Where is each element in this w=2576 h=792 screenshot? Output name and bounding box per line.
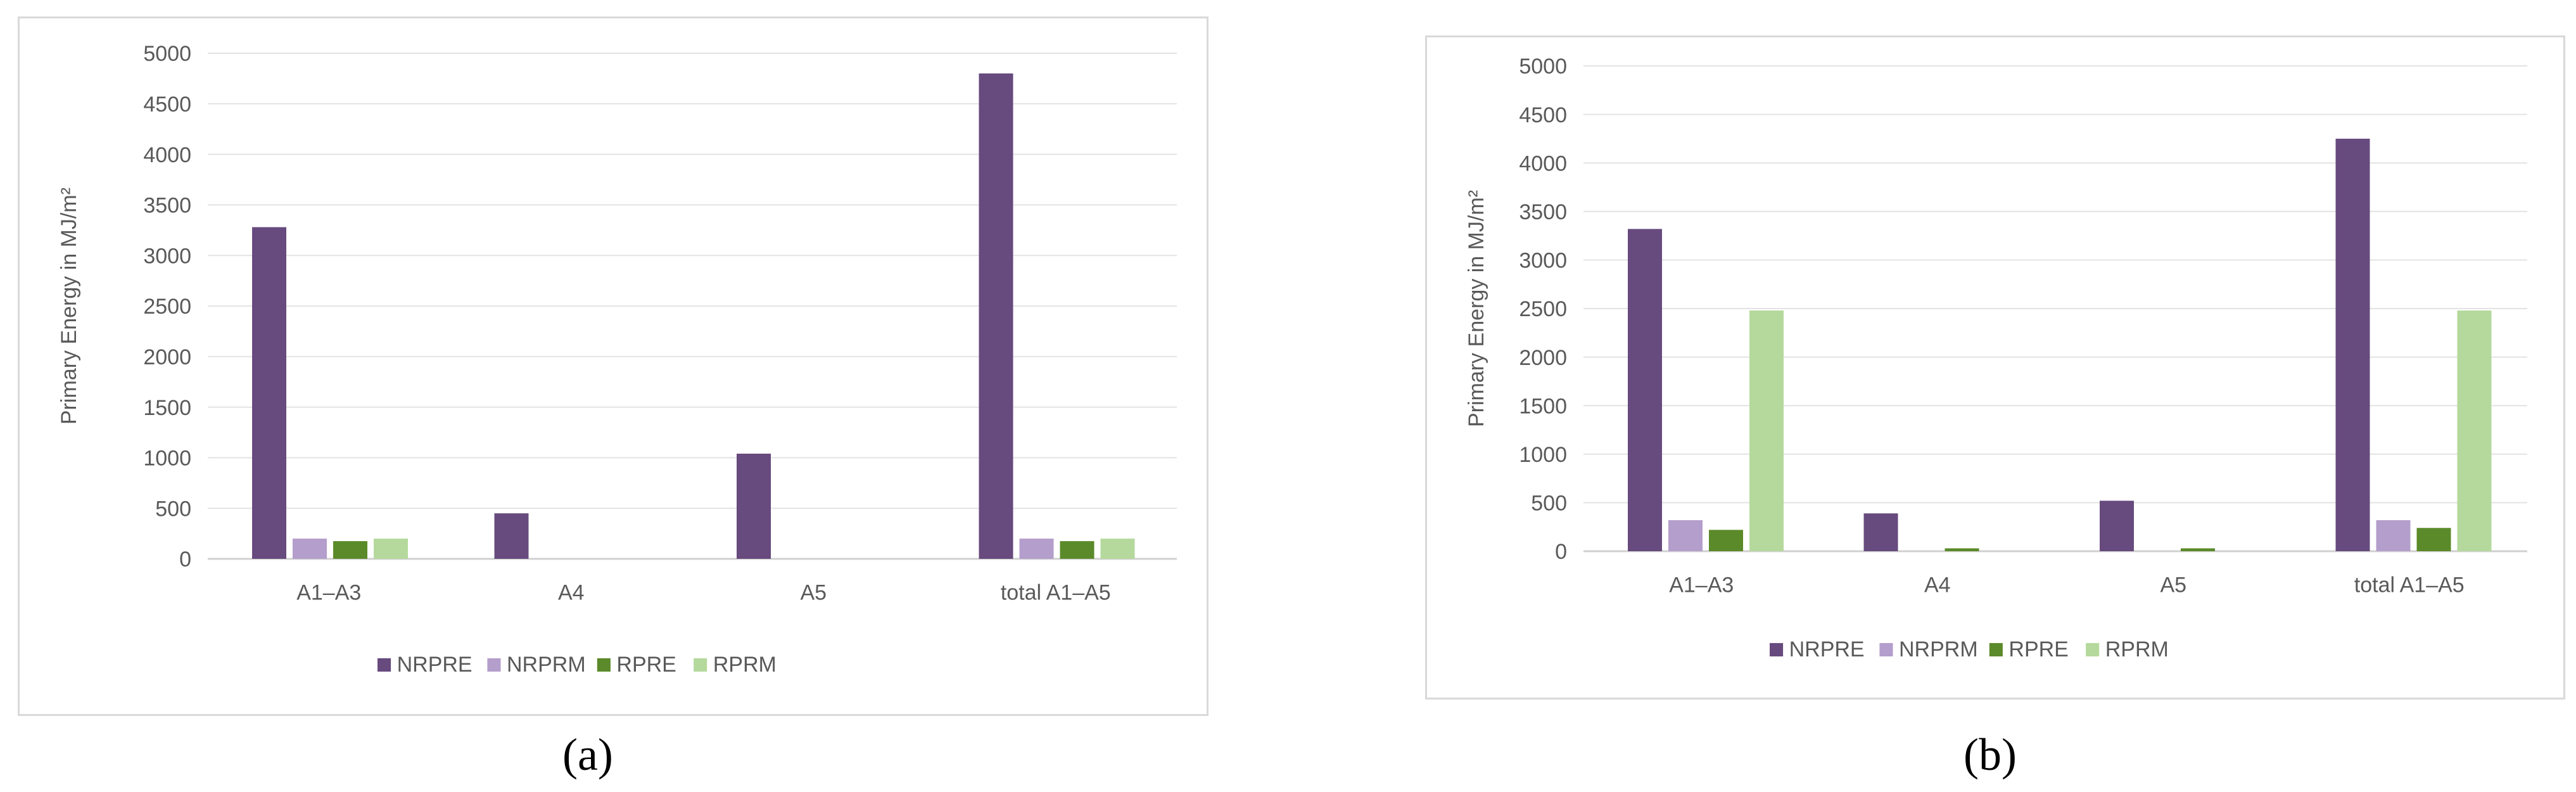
x-tick-label: total A1–A5 [1001, 581, 1111, 605]
panel-label-a: (a) [562, 729, 613, 780]
y-axis-title: Primary Energy in MJ/m² [57, 188, 81, 425]
bar-nrprm-1 [1668, 520, 1703, 551]
legend-swatch-rpre [1989, 642, 2003, 656]
bar-nrpre-2 [494, 513, 529, 559]
x-tick-label: A1–A3 [296, 581, 361, 605]
x-tick-label: A5 [2160, 573, 2186, 597]
bar-nrpre-3 [737, 454, 771, 559]
y-tick-label: 500 [1531, 492, 1567, 516]
y-tick-label: 3500 [1519, 200, 1567, 224]
bar-rpre-1 [333, 541, 367, 559]
y-tick-label: 2000 [1519, 346, 1567, 370]
bar-nrpre-4 [2335, 138, 2370, 551]
x-tick-label: A4 [1924, 573, 1951, 597]
bar-nrprm-1 [293, 539, 327, 559]
y-tick-label: 1000 [143, 447, 191, 471]
bar-chart-a: 0 500 1000 1500 2000 2500 3000 3500 4000 4500 5000… [57, 42, 1177, 677]
legend-swatch-rprm [2086, 642, 2100, 656]
x-tick-label: A1–A3 [1669, 573, 1734, 597]
bar-rpre-1 [1709, 530, 1743, 551]
bar-nrpre-1 [1628, 229, 1662, 551]
legend-label-rprm: RPRM [2105, 637, 2169, 661]
x-tick-label: total A1–A5 [2354, 573, 2465, 597]
bar-nrpre-3 [2100, 501, 2134, 551]
legend-label-rpre: RPRE [616, 653, 676, 677]
y-tick-label: 2000 [143, 345, 191, 369]
x-tick-label: A4 [558, 581, 585, 605]
y-tick-label: 4500 [1519, 103, 1567, 127]
y-tick-label: 1500 [143, 396, 191, 420]
legend-label-nrprm: NRPRM [1899, 637, 1978, 661]
legend-label-nrpre: NRPRE [397, 653, 473, 677]
bar-nrpre-1 [252, 227, 286, 559]
bar-chart-b: 0 500 1000 1500 2000 2500 3000 3500 4000 4500 5000… [1464, 54, 2527, 661]
legend-swatch-nrpre [1770, 642, 1784, 656]
legend-label-rprm: RPRM [713, 653, 777, 677]
bar-nrpre-4 [979, 73, 1013, 559]
x-tick-label: A5 [800, 581, 827, 605]
chart-panel-b: 0 500 1000 1500 2000 2500 3000 3500 4000 4500 5000… [1425, 35, 2565, 699]
y-tick-label: 1000 [1519, 443, 1567, 467]
legend-swatch-nrpre [378, 658, 391, 672]
y-tick-label: 500 [155, 497, 191, 521]
y-tick-label: 0 [179, 547, 191, 572]
bar-rprm-1 [374, 539, 408, 559]
y-axis-title: Primary Energy in MJ/m² [1464, 190, 1488, 427]
panel-label-b: (b) [1964, 729, 2017, 780]
bar-rpre-2 [1945, 548, 1979, 551]
bar-rpre-3 [2181, 548, 2215, 551]
y-tick-label: 0 [1555, 540, 1567, 564]
legend-label-nrpre: NRPRE [1789, 637, 1865, 661]
y-tick-label: 3000 [143, 244, 191, 268]
y-tick-label: 5000 [143, 42, 191, 66]
legend-swatch-rpre [597, 658, 611, 672]
chart-panel-a: 0 500 1000 1500 2000 2500 3000 3500 4000 4500 5000… [18, 16, 1209, 716]
bar-rprm-4 [2457, 310, 2492, 551]
bar-rpre-4 [2416, 528, 2451, 551]
legend-label-nrprm: NRPRM [507, 653, 586, 677]
bar-rprm-1 [1749, 310, 1784, 551]
chart-frame [1425, 35, 2565, 699]
y-tick-label: 4500 [143, 93, 191, 117]
y-tick-label: 4000 [1519, 151, 1567, 176]
legend-swatch-nrprm [487, 658, 501, 672]
bar-nrprm-4 [1019, 539, 1054, 559]
y-tick-label: 3500 [143, 194, 191, 218]
y-tick-label: 1500 [1519, 394, 1567, 418]
bar-rpre-4 [1060, 541, 1094, 559]
y-tick-label: 2500 [1519, 297, 1567, 321]
legend-swatch-rprm [694, 658, 707, 672]
bar-nrpre-2 [1863, 513, 1898, 551]
y-tick-label: 3000 [1519, 249, 1567, 273]
bar-rprm-4 [1100, 539, 1135, 559]
y-tick-label: 4000 [143, 143, 191, 167]
legend-swatch-nrprm [1879, 642, 1893, 656]
bar-nrprm-4 [2376, 520, 2411, 551]
y-tick-label: 2500 [143, 295, 191, 319]
legend-label-rpre: RPRE [2008, 637, 2068, 661]
y-tick-label: 5000 [1519, 54, 1567, 79]
